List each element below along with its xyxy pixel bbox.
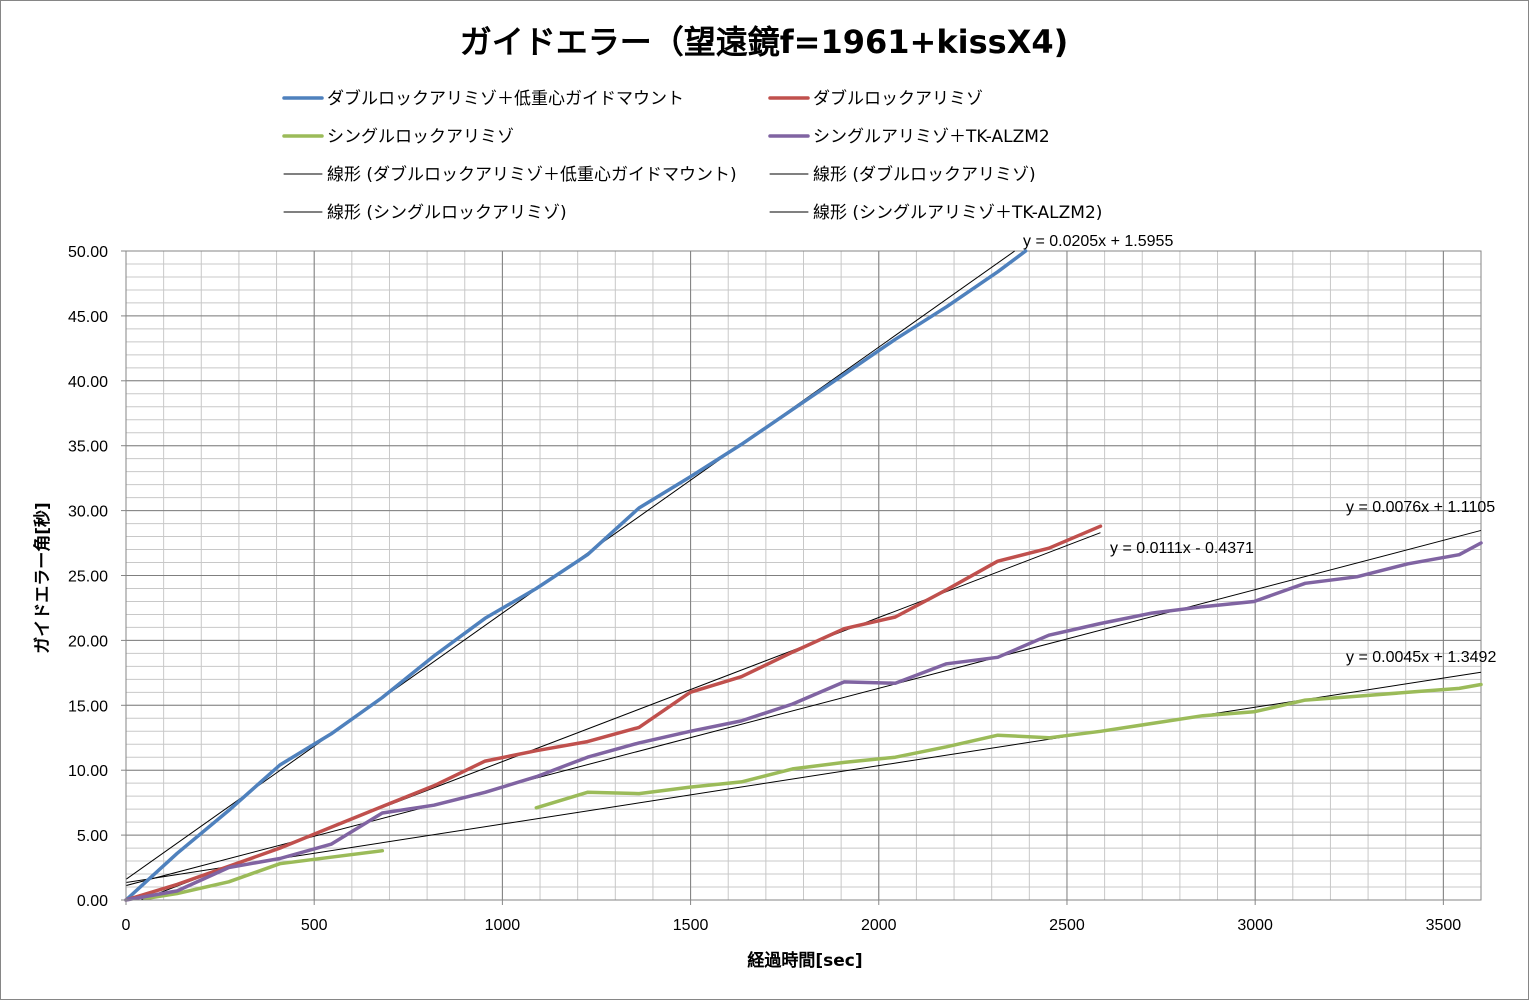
y-tick-label: 25.00 — [68, 569, 108, 586]
y-tick-label: 30.00 — [68, 504, 108, 521]
y-tick-label: 20.00 — [68, 633, 108, 650]
x-tick-label: 3000 — [1237, 917, 1273, 934]
x-tick-label: 3500 — [1426, 917, 1462, 934]
legend-label: 線形 (シングルロックアリミゾ) — [327, 203, 567, 223]
trend-equations: y = 0.0205x + 1.5955 y = 0.0111x - 0.4371… — [1023, 233, 1496, 666]
trendline-equation: y = 0.0076x + 1.1105 — [1346, 499, 1495, 516]
legend-label: シングルアリミゾ＋TK-ALZM2 — [813, 127, 1050, 147]
trendline — [125, 671, 1482, 883]
axes: 0 500 1000 1500 2000 2500 3000 3500 0.00 5.00 10.0… — [68, 244, 1481, 934]
x-axis-label: 経過時間[sec] — [747, 950, 862, 971]
series-line — [124, 541, 1483, 902]
x-tick-label: 500 — [301, 917, 328, 934]
trendline — [125, 529, 1482, 887]
legend: ダブルロックアリミゾ＋低重心ガイドマウント ダブルロックアリミゾシングルロックアリ… — [282, 88, 1102, 223]
x-tick-label: 2500 — [1049, 917, 1085, 934]
legend-label: 線形 (ダブルロックアリミゾ) — [813, 164, 1036, 185]
y-axis-label: ガイドエラー角[秒] — [32, 502, 53, 654]
y-tick-label: 15.00 — [68, 698, 108, 715]
chart-title: ガイドエラー（望遠鏡f=1961+kissX4) — [460, 23, 1069, 61]
y-tick-label: 0.00 — [77, 893, 108, 910]
x-tick-label: 1500 — [673, 917, 709, 934]
trendline-equation: y = 0.0205x + 1.5955 — [1023, 233, 1173, 250]
legend-label: 線形 (ダブルロックアリミゾ＋低重心ガイドマウント) — [327, 164, 737, 185]
legend-label: 線形 (シングルアリミゾ＋TK-ALZM2) — [813, 203, 1102, 223]
series — [124, 249, 1483, 902]
y-tick-label: 10.00 — [68, 763, 108, 780]
y-tick-label: 45.00 — [68, 309, 108, 326]
series-line — [124, 249, 1028, 902]
trendline-equation: y = 0.0111x - 0.4371 — [1110, 540, 1254, 557]
series-line — [143, 848, 385, 901]
trendline-equation: y = 0.0045x + 1.3492 — [1346, 649, 1496, 666]
series-line — [124, 524, 1103, 902]
y-tick-label: 5.00 — [77, 828, 108, 845]
y-tick-label: 35.00 — [68, 439, 108, 456]
legend-label: ダブルロックアリミゾ＋低重心ガイドマウント — [327, 88, 684, 109]
legend-label: シングルロックアリミゾ — [327, 127, 514, 147]
y-tick-label: 50.00 — [68, 244, 108, 261]
x-tick-label: 0 — [122, 917, 131, 934]
y-tick-label: 40.00 — [68, 374, 108, 391]
legend-label: ダブルロックアリミゾ — [813, 88, 983, 109]
x-tick-label: 2000 — [861, 917, 897, 934]
series-line — [534, 682, 1483, 810]
x-tick-label: 1000 — [485, 917, 521, 934]
